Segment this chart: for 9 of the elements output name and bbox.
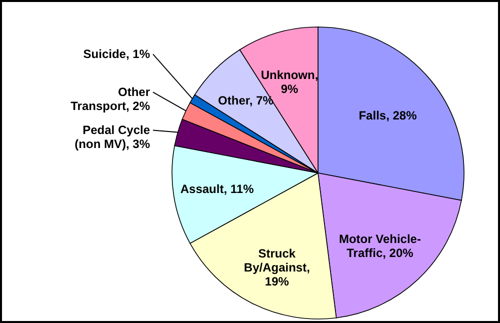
slice-label: Motor Vehicle-Traffic, 20% — [338, 232, 421, 260]
slice-label: Assault, 11% — [180, 182, 254, 196]
slice-label: Pedal Cycle (non MV), 3% — [74, 123, 150, 152]
slice-label: Other, 7% — [218, 94, 274, 108]
slice-label: Unknown, 9% — [260, 68, 318, 96]
slice-label: Other Transport, 2% — [70, 85, 150, 114]
slice-label: Falls, 28% — [358, 108, 418, 122]
slice-label: Suicide, 1% — [83, 47, 150, 62]
slice-label: Struck By/Against, 19% — [244, 246, 310, 289]
